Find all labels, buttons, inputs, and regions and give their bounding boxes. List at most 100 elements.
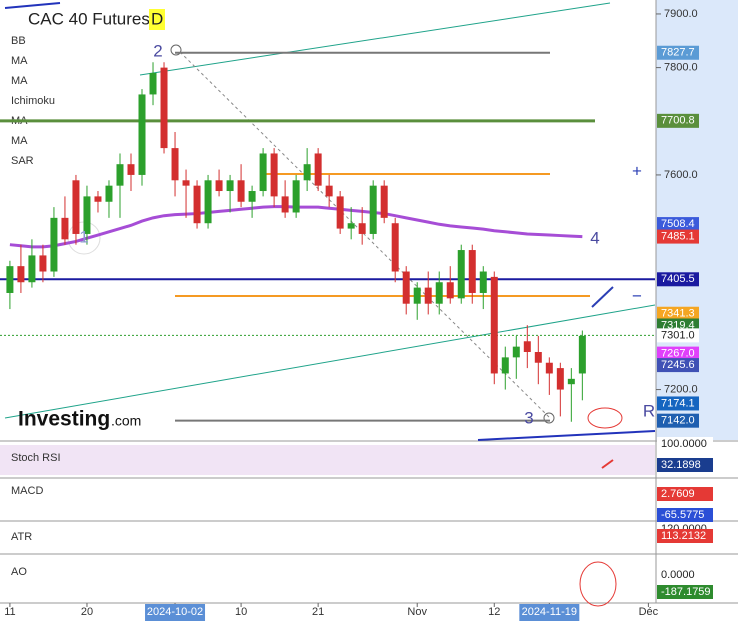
trendline	[139, 2, 611, 76]
arrow	[601, 459, 614, 469]
candle-body	[270, 153, 278, 197]
candle-body	[479, 271, 487, 293]
annotation-circle	[579, 561, 617, 607]
indicator-name: MA	[11, 55, 28, 67]
candle-body	[391, 223, 399, 272]
candle-body	[215, 180, 223, 192]
price-label: 7142.0	[661, 415, 695, 427]
candle-body	[50, 217, 58, 272]
y-tick-label: 7800.0	[664, 62, 698, 74]
candle-body	[314, 153, 322, 186]
x-tick-label: 11	[4, 606, 15, 618]
price-label-bg	[657, 413, 699, 428]
panel-label: 0.0000	[661, 569, 695, 581]
annotation-circle	[587, 407, 623, 429]
candle-body	[248, 191, 256, 202]
trendline	[477, 430, 656, 441]
trendline	[179, 51, 551, 419]
candle-body	[83, 196, 91, 234]
candle-body	[160, 67, 168, 149]
x-tick-highlight	[519, 604, 580, 621]
candle-body	[336, 196, 344, 229]
x-tick-label: 21	[312, 606, 324, 618]
price-label-bg	[657, 217, 699, 232]
logo: Investing	[18, 408, 110, 431]
indicator-name: MA	[11, 135, 28, 147]
candle-body	[380, 185, 388, 218]
candle-body	[523, 341, 531, 352]
candle-body	[402, 271, 410, 304]
anchor	[543, 412, 555, 424]
candle-body	[72, 180, 80, 234]
panel-label: 100.0000	[661, 438, 707, 450]
price-label: 7301.0	[661, 329, 695, 341]
panel-label: -65.5775	[661, 509, 704, 521]
wave-label: −	[632, 286, 642, 305]
price-label: 7245.6	[661, 359, 695, 371]
indicator-name: BB	[11, 35, 26, 47]
wave-label: R	[643, 401, 655, 420]
candle-body	[17, 266, 25, 283]
candle-body	[490, 276, 498, 374]
panel-label: 32.1898	[661, 459, 701, 471]
candle-body	[204, 180, 212, 224]
candle-body	[424, 287, 432, 304]
candle-body	[292, 180, 300, 213]
price-label: 7341.3	[661, 308, 695, 320]
price-label-bg	[657, 272, 699, 287]
candle-body	[325, 185, 333, 197]
candle-body	[226, 180, 234, 192]
panel-label-bg	[657, 487, 713, 501]
price-label: 7700.8	[661, 115, 695, 127]
price-label-bg	[657, 45, 699, 60]
panel-label-bg	[657, 508, 713, 522]
candle-body	[457, 250, 465, 299]
candle-body	[193, 185, 201, 224]
panel-name: ATR	[11, 531, 32, 543]
candle-body	[127, 164, 135, 175]
x-tick-label: 20	[81, 606, 93, 618]
wave-label: +	[632, 161, 642, 180]
anchor	[170, 44, 182, 56]
price-label: 7827.7	[661, 47, 695, 59]
candle-body	[28, 255, 36, 283]
panel-label-bg	[657, 437, 713, 451]
panel-label: 2.7609	[661, 488, 695, 500]
trendline	[4, 304, 656, 419]
x-tick-label: 2024-11-19	[522, 606, 577, 618]
logo-suffix: .com	[111, 413, 141, 429]
y-tick-label: 7200.0	[664, 383, 698, 395]
wave-label: 1	[79, 227, 88, 246]
indicator-name: Ichimoku	[11, 95, 55, 107]
price-label-bg	[657, 229, 699, 244]
price-label: 7267.0	[661, 348, 695, 360]
candle-body	[358, 223, 366, 234]
candle-body	[61, 217, 69, 240]
interval-highlight	[149, 9, 165, 30]
price-label-bg	[657, 306, 699, 321]
candle-body	[171, 148, 179, 181]
x-tick-label: Déc	[639, 606, 659, 618]
price-label: 7485.1	[661, 230, 695, 242]
panel-label-bg	[657, 568, 713, 582]
wave-label: 2	[153, 41, 162, 60]
trendline	[4, 2, 61, 9]
candle-body	[116, 164, 124, 186]
candle-body	[534, 352, 542, 363]
x-tick-label: 10	[235, 606, 247, 618]
indicator-name: SAR	[11, 155, 34, 167]
candle-body	[413, 287, 421, 304]
wave-label: 3	[524, 408, 533, 427]
price-label-bg	[657, 346, 699, 361]
price-label-bg	[657, 113, 699, 128]
x-tick-label: Nov	[407, 606, 427, 618]
candle-body	[501, 357, 509, 374]
interval: D	[151, 9, 163, 28]
candle-body	[182, 180, 190, 186]
candle-body	[578, 335, 586, 374]
candle-body	[512, 346, 520, 358]
candle-body	[545, 362, 553, 374]
panel-label-bg	[657, 458, 713, 472]
panel-name: AO	[11, 566, 27, 578]
candle-body	[259, 153, 267, 192]
